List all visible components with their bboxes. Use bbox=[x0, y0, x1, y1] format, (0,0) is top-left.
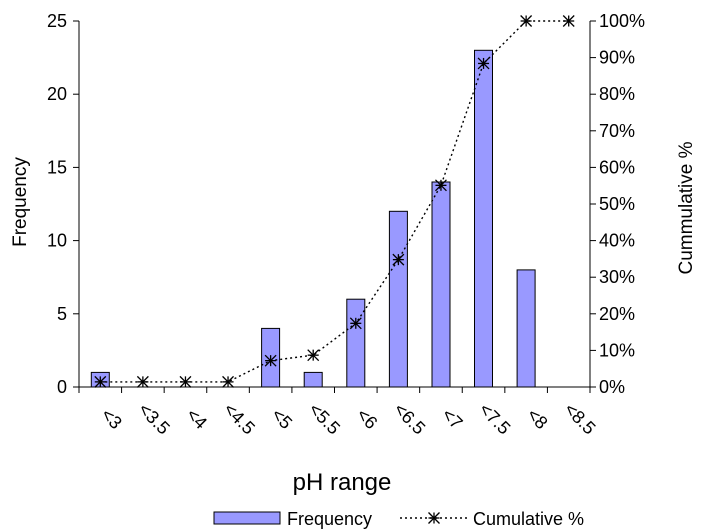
cumulative-point-10 bbox=[520, 15, 533, 27]
cumulative-point-4 bbox=[264, 354, 277, 367]
x-tick-label-5: <5.5 bbox=[305, 399, 344, 438]
y2-tick-label-9: 90% bbox=[599, 48, 635, 68]
x-tick-label-2: <4 bbox=[182, 404, 211, 433]
y2-tick-label-2: 20% bbox=[599, 304, 635, 324]
cumulative-point-11-stroke-3 bbox=[562, 15, 575, 27]
y2-tick-label-10: 100% bbox=[599, 11, 645, 31]
bar-5 bbox=[303, 371, 323, 388]
cumulative-point-9-stroke-3 bbox=[477, 57, 490, 70]
cumulative-point-1 bbox=[136, 375, 149, 388]
legend-frequency-label: Frequency bbox=[287, 509, 372, 529]
x-tick-label-9: <7.5 bbox=[475, 399, 514, 438]
y2-tick-label-1: 10% bbox=[599, 340, 635, 360]
y2-tick-label-3: 30% bbox=[599, 267, 635, 287]
tick-labels-layer: 0 5 10 15 20 25 0% 10% 20% 30% 40% 50% 60% 70% 80% 90% 1… bbox=[47, 11, 645, 438]
y2-tick-label-7: 70% bbox=[599, 121, 635, 141]
y2-tick-label-8: 80% bbox=[599, 84, 635, 104]
y2-tick-label-5: 50% bbox=[599, 194, 635, 214]
cumulative-point-3 bbox=[222, 375, 235, 388]
cumulative-point-5-stroke-3 bbox=[307, 349, 320, 362]
cumulative-point-11 bbox=[562, 15, 575, 27]
y2-tick-label-4: 40% bbox=[599, 231, 635, 251]
cumulative-point-1-stroke-3 bbox=[136, 375, 149, 388]
y2-tick-label-6: 60% bbox=[599, 157, 635, 177]
x-tick-label-1: <3.5 bbox=[134, 399, 173, 438]
cumulative-line-layer bbox=[94, 15, 575, 388]
legend-cumulative-label: Cumulative % bbox=[473, 509, 584, 529]
y-tick-label-5: 25 bbox=[47, 11, 67, 31]
y-axis-title: Frequency bbox=[10, 157, 31, 247]
cumulative-point-5 bbox=[307, 349, 320, 362]
axes-layer bbox=[73, 20, 596, 393]
cumulative-point-8 bbox=[434, 179, 447, 192]
x-tick-label-0: <3 bbox=[97, 404, 126, 433]
y-tick-label-4: 20 bbox=[47, 84, 67, 104]
cumulative-point-6 bbox=[349, 317, 362, 330]
cumulative-point-2-stroke-3 bbox=[179, 375, 192, 388]
bar-6 bbox=[346, 298, 366, 388]
x-tick-label-11: <8.5 bbox=[560, 399, 599, 438]
cumulative-point-0 bbox=[94, 375, 107, 388]
legend: Frequency Cumulative % bbox=[213, 509, 584, 529]
legend-frequency-swatch bbox=[213, 511, 281, 525]
bar-7 bbox=[388, 210, 408, 388]
legend-cumulative-star-stroke-3 bbox=[428, 512, 440, 524]
legend-cumulative-marker bbox=[428, 512, 440, 524]
x-tick-label-7: <6.5 bbox=[390, 399, 429, 438]
x-tick-label-6: <6 bbox=[353, 404, 382, 433]
y2-tick-label-0: 0% bbox=[599, 377, 625, 397]
y2-axis-title: Cummulative % bbox=[676, 141, 697, 274]
cumulative-point-0-stroke-3 bbox=[94, 375, 107, 388]
x-axis-title: pH range bbox=[293, 469, 392, 496]
x-tick-label-3: <4.5 bbox=[220, 399, 259, 438]
cumulative-point-7 bbox=[392, 253, 405, 266]
cumulative-point-10-stroke-3 bbox=[520, 15, 533, 27]
cumulative-line bbox=[100, 20, 569, 383]
bar-8 bbox=[431, 181, 451, 388]
cumulative-point-3-stroke-3 bbox=[222, 375, 235, 388]
bar-9 bbox=[474, 49, 493, 388]
y-tick-label-1: 5 bbox=[57, 304, 67, 324]
bar-10 bbox=[516, 269, 536, 388]
cumulative-point-4-stroke-3 bbox=[264, 354, 277, 367]
bars-layer bbox=[90, 49, 536, 388]
x-tick-label-10: <8 bbox=[523, 404, 552, 433]
y-tick-label-3: 15 bbox=[47, 157, 67, 177]
cumulative-point-7-stroke-3 bbox=[392, 253, 405, 266]
x-tick-label-8: <7 bbox=[438, 404, 467, 433]
cumulative-point-8-stroke-3 bbox=[434, 179, 447, 192]
x-tick-label-4: <5 bbox=[268, 404, 297, 433]
cumulative-point-9 bbox=[477, 57, 490, 70]
legend-cumulative-star bbox=[428, 512, 440, 524]
cumulative-point-6-stroke-3 bbox=[349, 317, 362, 330]
y-tick-label-0: 0 bbox=[57, 377, 67, 397]
y-tick-label-2: 10 bbox=[47, 231, 67, 251]
cumulative-point-2 bbox=[179, 375, 192, 388]
